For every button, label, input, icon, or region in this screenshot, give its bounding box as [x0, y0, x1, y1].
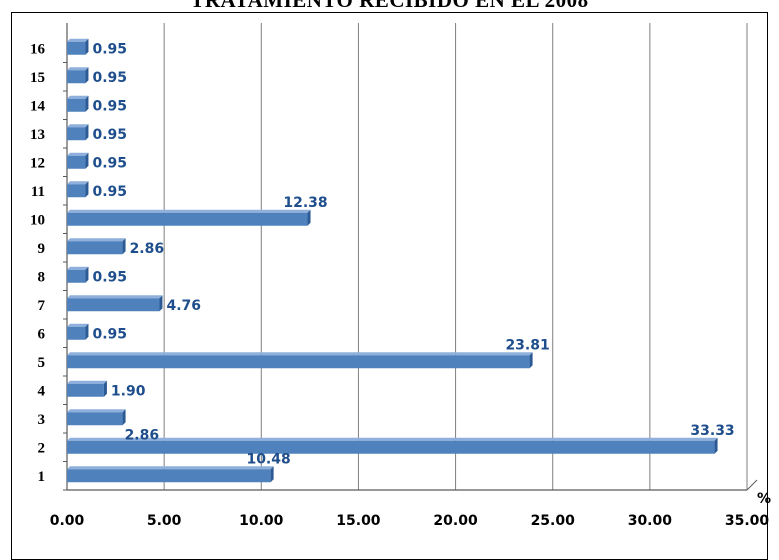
bar [67, 127, 86, 141]
bar-end-cap [85, 181, 89, 198]
axes [63, 23, 758, 491]
x-tick-label: 25.00 [531, 513, 576, 529]
bar [67, 326, 86, 340]
y-tick-label: 9 [38, 241, 46, 257]
bar [67, 298, 160, 312]
bar-top-face [67, 295, 163, 299]
y-tick-label: 8 [38, 269, 46, 285]
bar-top-face [67, 238, 126, 242]
bar-end-cap [159, 295, 163, 312]
data-label: 2.86 [130, 241, 165, 257]
bar-top-face [67, 124, 89, 128]
bar-end-cap [85, 95, 89, 112]
x-axis-unit-label: % [757, 491, 771, 507]
bar-top-face [67, 409, 126, 413]
y-tick-label: 3 [38, 412, 46, 428]
bars [67, 38, 718, 483]
y-tick-label: 16 [30, 41, 46, 57]
bar-end-cap [307, 209, 311, 226]
bar [67, 212, 308, 226]
bar [67, 383, 104, 397]
data-label: 12.38 [283, 195, 327, 211]
bar-end-cap [122, 238, 126, 255]
bar-end-cap [122, 409, 126, 426]
data-label: 33.33 [690, 423, 734, 439]
bar [67, 355, 530, 369]
data-label: 4.76 [166, 298, 201, 314]
bar-end-cap [85, 323, 89, 340]
bar-top-face [67, 209, 311, 213]
y-tick-label: 13 [30, 127, 45, 143]
y-tick-label: 10 [30, 212, 45, 228]
data-label: 0.95 [92, 269, 127, 285]
bar-top-face [67, 352, 533, 356]
x-axis-depth-line [746, 479, 758, 491]
bar-top-face [67, 152, 89, 156]
bar [67, 184, 86, 198]
x-tick-label: 30.00 [628, 513, 673, 529]
bar [67, 70, 86, 84]
bar-end-cap [714, 437, 718, 454]
x-tick-label: 10.00 [239, 513, 284, 529]
bar-end-cap [85, 67, 89, 84]
bar-top-face [67, 437, 718, 441]
bar-end-cap [270, 466, 274, 483]
y-tick-label: 2 [38, 440, 46, 456]
bar-top-face [67, 266, 89, 270]
x-tick-label: 0.00 [50, 513, 85, 529]
grid-lines [163, 23, 748, 490]
bar-top-face [67, 38, 89, 42]
x-tick-label: 35.00 [725, 513, 770, 529]
bar-end-cap [85, 38, 89, 55]
bar-top-face [67, 181, 89, 185]
bar [67, 469, 271, 483]
tick-labels: 0.00 5.00 10.00 15.00 20.00 25.00 30.00 35.00% 1… [30, 41, 771, 529]
x-tick-label: 15.00 [336, 513, 381, 529]
bar-top-face [67, 67, 89, 71]
data-label: 0.95 [92, 127, 127, 143]
y-tick-label: 1 [38, 469, 46, 485]
bar-end-cap [85, 266, 89, 283]
y-tick-label: 14 [30, 98, 46, 114]
bar [67, 241, 123, 255]
x-tick-label: 5.00 [147, 513, 182, 529]
data-label: 0.95 [92, 184, 127, 200]
y-tick-label: 11 [31, 184, 45, 200]
data-label: 0.95 [92, 70, 127, 86]
chart-title: TRATAMIENTO RECIBIDO EN EL 2008 [190, 0, 589, 12]
y-tick-label: 4 [38, 383, 46, 399]
bar [67, 412, 123, 426]
x-tick-label: 20.00 [433, 513, 478, 529]
bar [67, 98, 86, 112]
y-tick-label: 7 [38, 298, 46, 314]
y-tick-label: 15 [30, 70, 45, 86]
data-labels: 10.4833.332.861.9023.810.954.760.952.861… [92, 41, 734, 467]
bar-end-cap [85, 124, 89, 141]
bar [67, 440, 715, 454]
bar-top-face [67, 323, 89, 327]
bar-end-cap [85, 152, 89, 169]
bar-end-cap [103, 380, 107, 397]
bar-top-face [67, 466, 274, 470]
bar-top-face [67, 380, 107, 384]
bar-end-cap [529, 352, 533, 369]
data-label: 0.95 [92, 98, 127, 114]
bar [67, 269, 86, 283]
data-label: 10.48 [246, 451, 290, 467]
bar [67, 155, 86, 169]
data-label: 2.86 [125, 427, 160, 443]
bar-top-face [67, 95, 89, 99]
y-tick-label: 12 [30, 155, 45, 171]
data-label: 0.95 [92, 41, 127, 57]
y-tick-label: 5 [38, 355, 46, 371]
y-tick-label: 6 [38, 326, 46, 342]
bar [67, 41, 86, 55]
data-label: 1.90 [111, 383, 146, 399]
data-label: 0.95 [92, 155, 127, 171]
data-label: 0.95 [92, 326, 127, 342]
data-label: 23.81 [505, 337, 549, 353]
